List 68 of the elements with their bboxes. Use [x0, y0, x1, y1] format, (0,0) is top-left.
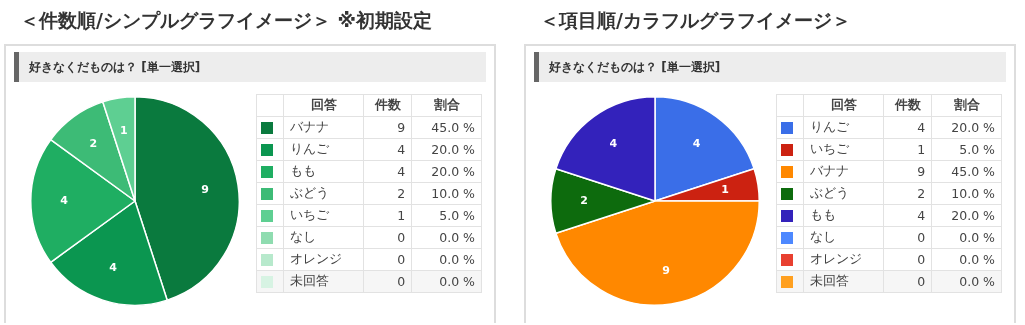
text: 0 — [883, 270, 932, 293]
legend-label: 未回答 — [803, 270, 884, 293]
text: 9 — [883, 160, 932, 183]
text: 20.0 % — [411, 138, 482, 161]
chart-subtitle: 好きなくだものは？ [単一選択] — [14, 52, 486, 82]
text: 0 — [883, 226, 932, 249]
legend-label: りんご — [803, 116, 884, 139]
text: 0 — [363, 248, 412, 271]
data-label: 4 — [692, 136, 701, 150]
legend-label: オレンジ — [283, 248, 364, 271]
legend-label: いちご — [803, 138, 884, 161]
text: 回答 — [283, 94, 364, 117]
text: 1 — [363, 204, 412, 227]
text: 45.0 % — [931, 160, 1002, 183]
text: 0.0 % — [931, 248, 1002, 271]
text: 0.0 % — [411, 270, 482, 293]
legend-label: ぶどう — [283, 182, 364, 205]
data-label: 1 — [120, 123, 128, 137]
legend-label: りんご — [283, 138, 364, 161]
text: 2 — [363, 182, 412, 205]
text: 0.0 % — [931, 226, 1002, 249]
text: 0.0 % — [411, 248, 482, 271]
text: 4 — [363, 138, 412, 161]
text: 45.0 % — [411, 116, 482, 139]
data-label: 4 — [60, 193, 69, 207]
data-label: 4 — [609, 136, 618, 150]
text: 5.0 % — [931, 138, 1002, 161]
legend-label: なし — [283, 226, 364, 249]
text: 0 — [363, 270, 412, 293]
legend-label: ぶどう — [803, 182, 884, 205]
legend-label: いちご — [283, 204, 364, 227]
legend-label: なし — [803, 226, 884, 249]
text: 5.0 % — [411, 204, 482, 227]
text: 20.0 % — [411, 160, 482, 183]
text: 0.0 % — [931, 270, 1002, 293]
legend-label: オレンジ — [803, 248, 884, 271]
text: 1 — [883, 138, 932, 161]
text: 回答 — [803, 94, 884, 117]
text: 10.0 % — [411, 182, 482, 205]
data-label: 9 — [201, 182, 209, 196]
text: 0.0 % — [411, 226, 482, 249]
text: 2 — [883, 182, 932, 205]
text: 0 — [363, 226, 412, 249]
chart-title: ＜項目順/カラフルグラフイメージ＞ — [539, 8, 852, 33]
text: 20.0 % — [931, 116, 1002, 139]
data-label: 2 — [89, 136, 98, 150]
text: 0 — [883, 248, 932, 271]
legend-label: もも — [283, 160, 364, 183]
legend-label: バナナ — [283, 116, 364, 139]
data-label: 4 — [109, 261, 118, 275]
text: 4 — [363, 160, 412, 183]
text: 4 — [883, 116, 932, 139]
text: 割合 — [931, 94, 1002, 117]
chart-subtitle: 好きなくだものは？ [単一選択] — [534, 52, 1006, 82]
chart-title: ＜件数順/シンプルグラフイメージ＞ ※初期設定 — [19, 8, 434, 33]
text: 割合 — [411, 94, 482, 117]
legend-label: もも — [803, 204, 884, 227]
legend-label: 未回答 — [283, 270, 364, 293]
text: 件数 — [883, 94, 932, 117]
text: 10.0 % — [931, 182, 1002, 205]
text: 20.0 % — [931, 204, 1002, 227]
text: 4 — [883, 204, 932, 227]
text: 件数 — [363, 94, 412, 117]
legend-label: バナナ — [803, 160, 884, 183]
text: 9 — [363, 116, 412, 139]
data-label: 9 — [662, 263, 670, 277]
data-label: 2 — [580, 193, 588, 207]
data-label: 1 — [721, 182, 729, 196]
